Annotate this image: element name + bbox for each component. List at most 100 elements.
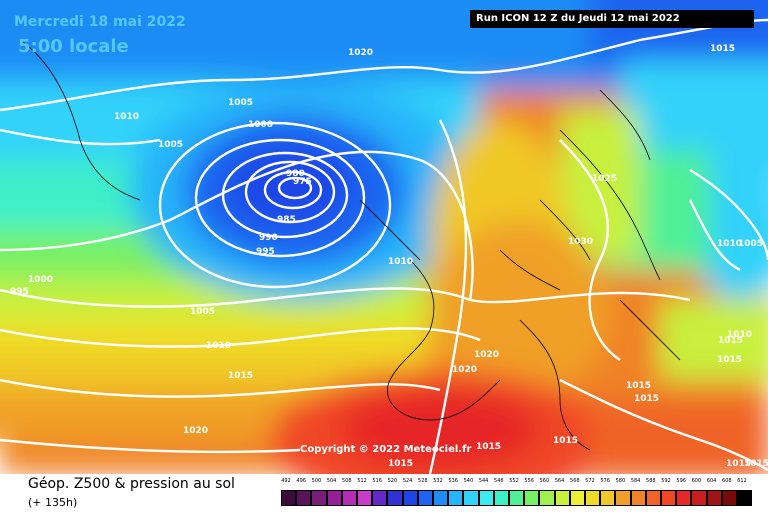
colorbar-swatch xyxy=(341,490,357,506)
legend-subtitle: (+ 135h) xyxy=(28,496,78,509)
colorbar-tick-label: 548 xyxy=(494,478,504,484)
geopotential-map-svg: 1020 1015 1010 1005 1000 1005 980 975 98… xyxy=(0,0,768,474)
colorbar-swatch xyxy=(569,490,585,506)
colorbar-swatch xyxy=(326,490,342,506)
colorbar-tick-label: 568 xyxy=(570,478,580,484)
pressure-label: 1010 xyxy=(727,330,752,340)
pressure-label: 985 xyxy=(277,215,296,225)
colorbar-tick-label: 540 xyxy=(463,478,474,484)
colorbar-swatch xyxy=(372,490,388,506)
pressure-label: 1015 xyxy=(717,355,742,365)
pressure-label: 1020 xyxy=(474,350,499,360)
pressure-label: 1010 xyxy=(388,257,413,267)
pressure-label: 1005 xyxy=(228,98,253,108)
pressure-label: 1010 xyxy=(114,112,139,122)
colorbar-swatch xyxy=(554,490,570,506)
colorbar-tick-label: 556 xyxy=(524,478,534,484)
colorbar-tick-label: 560 xyxy=(539,478,550,484)
copyright-text: Copyright © 2022 Meteociel.fr xyxy=(300,444,472,455)
colorbar-tick-label: 604 xyxy=(706,478,717,484)
pressure-label: 995 xyxy=(256,247,275,257)
pressure-label: 1025 xyxy=(592,174,617,184)
colorbar-swatch xyxy=(585,490,601,506)
pressure-label: 1000 xyxy=(248,120,273,130)
pressure-label: 990 xyxy=(259,233,278,243)
colorbar-tick-label: 536 xyxy=(448,478,458,484)
colorbar-swatch xyxy=(402,490,418,506)
pressure-label: 1015 xyxy=(744,459,768,469)
colorbar-swatch xyxy=(357,490,373,506)
colorbar-tick-label: 596 xyxy=(676,478,686,484)
colorbar-tick-label: 496 xyxy=(296,478,306,484)
weather-map: 1020 1015 1010 1005 1000 1005 980 975 98… xyxy=(0,0,768,474)
pressure-label: 1015 xyxy=(626,381,651,391)
colorbar-tick-label: 524 xyxy=(402,478,413,484)
colorbar-swatch xyxy=(311,490,327,506)
colorbar-tick-label: 516 xyxy=(372,478,382,484)
colorbar-tick-label: 552 xyxy=(509,478,519,484)
colorbar-tick-label: 588 xyxy=(646,478,656,484)
colorbar-tick-label: 492 xyxy=(281,478,291,484)
colorbar-swatch xyxy=(478,490,494,506)
pressure-label: 1005 xyxy=(738,239,763,249)
pressure-label: 1005 xyxy=(190,307,215,317)
valid-date: Mercredi 18 mai 2022 xyxy=(14,14,186,30)
colorbar-tick-label: 532 xyxy=(433,478,443,484)
colorbar-swatch xyxy=(600,490,616,506)
pressure-label: 980 xyxy=(286,169,305,179)
colorbar-tick-label: 572 xyxy=(585,478,595,484)
colorbar-swatch xyxy=(493,490,509,506)
legend-title: Géop. Z500 & pression au sol xyxy=(28,476,235,492)
colorbar-tick-label: 528 xyxy=(418,478,428,484)
colorbar-swatch xyxy=(706,490,722,506)
pressure-label: 1010 xyxy=(206,341,231,351)
colorbar-tick-label: 600 xyxy=(691,478,702,484)
colorbar-swatch xyxy=(387,490,403,506)
colorbar-swatch xyxy=(539,490,555,506)
pressure-label: 1020 xyxy=(348,48,373,58)
colorbar-swatch xyxy=(524,490,540,506)
colorbar-swatch xyxy=(691,490,707,506)
colorbar-swatch xyxy=(448,490,464,506)
pressure-label: 1015 xyxy=(710,44,735,54)
colorbar-tick-label: 500 xyxy=(311,478,322,484)
pressure-label: 1020 xyxy=(452,365,477,375)
colorbar-swatch xyxy=(281,490,297,506)
colorbar-tick-label: 584 xyxy=(630,478,641,484)
colorbar-swatch xyxy=(721,490,737,506)
colorbar-swatch xyxy=(296,490,312,506)
colorbar-swatch xyxy=(676,490,692,506)
pressure-label: 1020 xyxy=(183,426,208,436)
colorbar-swatch xyxy=(645,490,661,506)
colorbar-tick-label: 576 xyxy=(600,478,610,484)
pressure-label: 1015 xyxy=(553,436,578,446)
legend-footer: Géop. Z500 & pression au sol (+ 135h) 49… xyxy=(0,474,768,512)
color-scale-bar: 492 496 500 504 508 512 516 520 524 528 532 536 540 5… xyxy=(281,474,753,510)
colorbar-tick-label: 564 xyxy=(554,478,565,484)
pressure-label: 1030 xyxy=(568,237,593,247)
pressure-label: 1015 xyxy=(228,371,253,381)
colorbar-swatch xyxy=(463,490,479,506)
pressure-label: 1015 xyxy=(718,336,743,346)
colorbar-tick-label: 612 xyxy=(737,478,747,484)
pressure-label: 1005 xyxy=(158,140,183,150)
colorbar-swatch xyxy=(417,490,433,506)
pressure-label: 1015 xyxy=(726,459,751,469)
colorbar-tick-label: 592 xyxy=(661,478,671,484)
colorbar-swatch xyxy=(433,490,449,506)
colorbar-tick-label: 544 xyxy=(478,478,489,484)
model-run-label: Run ICON 12 Z du Jeudi 12 mai 2022 xyxy=(470,10,754,28)
valid-time: 5:00 locale xyxy=(18,36,129,57)
isobar-lines xyxy=(0,18,768,474)
colorbar-tick-label: 504 xyxy=(326,478,337,484)
pressure-label: 1010 xyxy=(717,239,742,249)
colorbar-tick-label: 580 xyxy=(615,478,626,484)
pressure-labels: 1020 1015 1010 1005 1000 1005 980 975 98… xyxy=(10,44,768,469)
colorbar-swatch xyxy=(630,490,646,506)
colorbar-swatch xyxy=(661,490,677,506)
colorbar-tick-label: 508 xyxy=(342,478,352,484)
pressure-label: 1015 xyxy=(388,459,413,469)
pressure-label: 1015 xyxy=(634,394,659,404)
coastlines xyxy=(19,39,681,451)
colorbar-swatch xyxy=(509,490,525,506)
